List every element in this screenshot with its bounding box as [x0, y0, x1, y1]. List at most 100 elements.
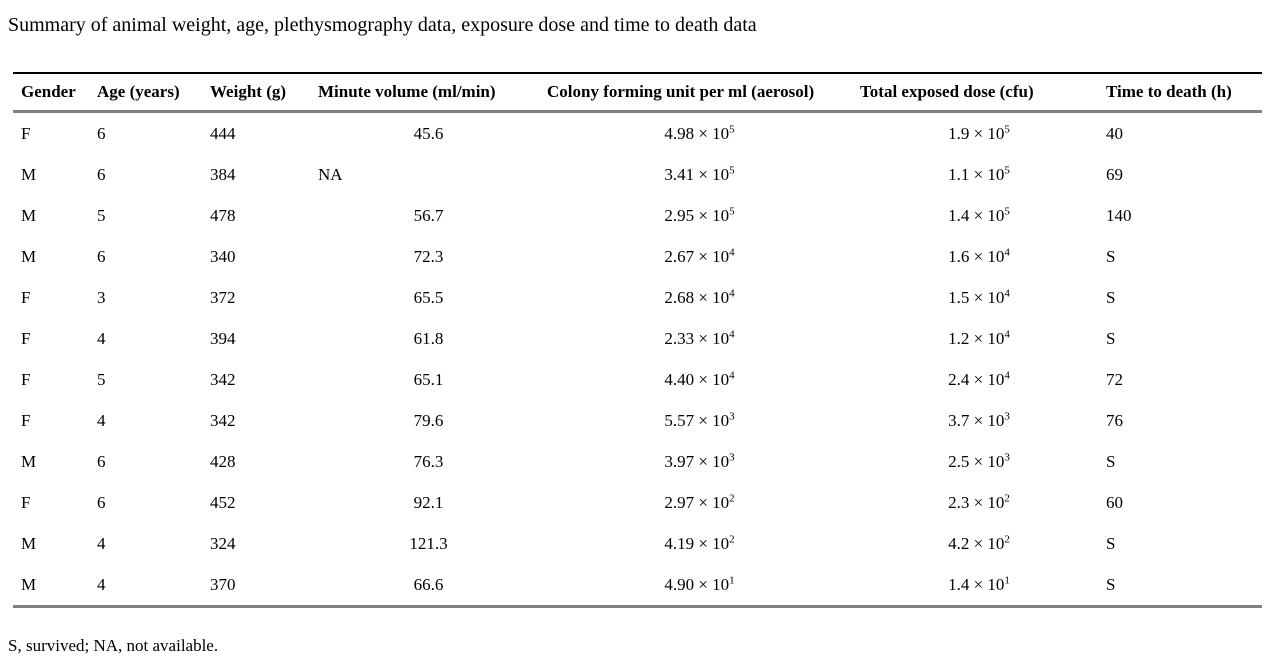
table-row: M 4 324 121.3 4.19 × 102 4.2 × 102 S: [13, 523, 1262, 564]
column-header-gender: Gender: [13, 73, 89, 113]
table-row: M 6 340 72.3 2.67 × 104 1.6 × 104 S: [13, 236, 1262, 277]
table-caption: Summary of animal weight, age, plethysmo…: [8, 14, 757, 36]
table-cell: 60: [1106, 492, 1123, 512]
table-cell: 478: [210, 205, 236, 225]
table-cell: 6: [97, 451, 106, 471]
table-cell: 4.40 × 104: [664, 368, 735, 389]
table-cell: 2.95 × 105: [664, 204, 735, 225]
table-cell: 121.3: [409, 533, 448, 553]
table-cell: 56.7: [413, 205, 444, 225]
table-cell: 76: [1106, 410, 1123, 430]
table-cell: 61.8: [413, 328, 444, 348]
table-row: F 6 444 45.6 4.98 × 105 1.9 × 105 40: [13, 112, 1262, 155]
table-cell: 4: [97, 533, 106, 553]
table-cell: 384: [210, 164, 236, 184]
table-cell: 72.3: [413, 246, 444, 266]
table-cell: F: [21, 410, 31, 430]
table-cell: 69: [1106, 164, 1123, 184]
table-cell: 1.5 × 104: [948, 286, 1010, 307]
column-header-cfu-per-ml: Colony forming unit per ml (aerosol): [539, 73, 852, 113]
table-cell: S: [1106, 451, 1116, 471]
table-cell: F: [21, 287, 31, 307]
table-cell: 45.6: [413, 123, 444, 143]
table-cell: 2.33 × 104: [664, 327, 735, 348]
table-cell: 1.4 × 101: [948, 573, 1010, 594]
table-cell: M: [21, 205, 37, 225]
table-row: M 4 370 66.6 4.90 × 101 1.4 × 101 S: [13, 564, 1262, 607]
table-cell: S: [1106, 246, 1116, 266]
table-cell: 1.2 × 104: [948, 327, 1010, 348]
table-cell: 40: [1106, 123, 1123, 143]
table-cell: 2.97 × 102: [664, 491, 735, 512]
table-cell: 2.67 × 104: [664, 245, 735, 266]
table-cell: 140: [1106, 205, 1132, 225]
table-cell: F: [21, 328, 31, 348]
table-row: F 5 342 65.1 4.40 × 104 2.4 × 104 72: [13, 359, 1262, 400]
table-footnote: S, survived; NA, not available.: [8, 636, 219, 655]
table-cell: 372: [210, 287, 236, 307]
table-cell: S: [1106, 574, 1116, 594]
header-row: Gender Age (years) Weight (g) Minute vol…: [13, 73, 1262, 113]
table-cell: S: [1106, 328, 1116, 348]
table-cell: 1.4 × 105: [948, 204, 1010, 225]
table-cell: 428: [210, 451, 236, 471]
table-cell: 3: [97, 287, 106, 307]
column-header-minute-volume: Minute volume (ml/min): [310, 73, 539, 113]
table-cell: 4: [97, 574, 106, 594]
table-cell: 4: [97, 328, 106, 348]
data-table: Gender Age (years) Weight (g) Minute vol…: [13, 72, 1262, 608]
table-cell: 6: [97, 123, 106, 143]
table-cell: 4.98 × 105: [664, 122, 735, 143]
table-row: M 6 428 76.3 3.97 × 103 2.5 × 103 S: [13, 441, 1262, 482]
table-cell: 6: [97, 246, 106, 266]
table-cell: 2.4 × 104: [948, 368, 1010, 389]
table-row: F 4 394 61.8 2.33 × 104 1.2 × 104 S: [13, 318, 1262, 359]
table-cell: 394: [210, 328, 236, 348]
table-row: M 6 384 NA 3.41 × 105 1.1 × 105 69: [13, 154, 1262, 195]
table-cell: M: [21, 451, 37, 471]
table-cell: M: [21, 246, 37, 266]
table-cell: F: [21, 369, 31, 389]
table-cell: 452: [210, 492, 236, 512]
table-cell: 79.6: [413, 410, 444, 430]
table-cell: 342: [210, 410, 236, 430]
table-cell: 3.41 × 105: [664, 163, 735, 184]
column-header-weight: Weight (g): [202, 73, 310, 113]
table-cell: 370: [210, 574, 236, 594]
table-cell: 3.7 × 103: [948, 409, 1010, 430]
table-cell: M: [21, 574, 37, 594]
table-cell: 6: [97, 492, 106, 512]
table-cell: F: [21, 492, 31, 512]
table-cell: 1.1 × 105: [948, 163, 1010, 184]
table-cell: 1.6 × 104: [948, 245, 1010, 266]
table-cell: 4.19 × 102: [664, 532, 735, 553]
table-cell: 4.90 × 101: [664, 573, 735, 594]
table-cell: M: [21, 164, 37, 184]
table-cell: F: [21, 123, 31, 143]
column-header-age: Age (years): [89, 73, 202, 113]
table-cell: 4: [97, 410, 106, 430]
table-cell: 76.3: [413, 451, 444, 471]
table-cell: 3.97 × 103: [664, 450, 735, 471]
table-cell: 324: [210, 533, 236, 553]
table-cell: 340: [210, 246, 236, 266]
table-cell: 72: [1106, 369, 1123, 389]
table-cell: S: [1106, 287, 1116, 307]
column-header-time-to-death: Time to death (h): [1098, 73, 1262, 113]
table-cell: 342: [210, 369, 236, 389]
table-cell: 2.68 × 104: [664, 286, 735, 307]
table-cell: 1.9 × 105: [948, 122, 1010, 143]
table-row: F 3 372 65.5 2.68 × 104 1.5 × 104 S: [13, 277, 1262, 318]
table-cell: S: [1106, 533, 1116, 553]
table-cell: NA: [318, 164, 343, 184]
table-cell: 5: [97, 369, 106, 389]
table-cell: M: [21, 533, 37, 553]
table-cell: 6: [97, 164, 106, 184]
table-cell: 66.6: [413, 574, 444, 594]
table-cell: 5.57 × 103: [664, 409, 735, 430]
table-cell: 5: [97, 205, 106, 225]
table-row: F 6 452 92.1 2.97 × 102 2.3 × 102 60: [13, 482, 1262, 523]
table-cell: 4.2 × 102: [948, 532, 1010, 553]
table-cell: 65.1: [413, 369, 444, 389]
